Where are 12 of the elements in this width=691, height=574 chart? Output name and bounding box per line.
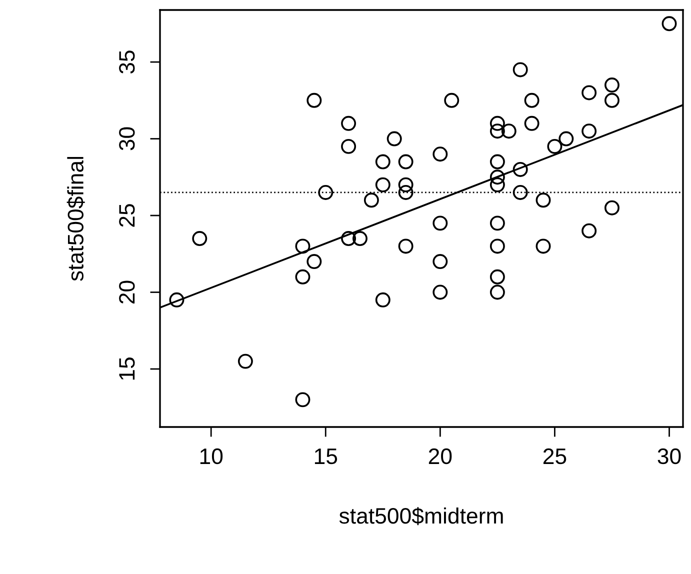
y-axis-title: stat500$final xyxy=(66,156,85,281)
y-tick-label: 20 xyxy=(119,280,135,304)
x-tick-label: 15 xyxy=(314,448,338,464)
x-tick-label: 30 xyxy=(658,448,681,464)
x-tick-label: 20 xyxy=(428,448,452,464)
y-tick-label: 15 xyxy=(119,358,135,380)
y-tick-label: 35 xyxy=(119,50,135,74)
x-axis-title: stat500$midterm xyxy=(339,507,503,526)
x-tick-label: 10 xyxy=(200,448,223,464)
x-tick-label: 25 xyxy=(543,448,566,464)
y-tick-label: 25 xyxy=(119,204,135,227)
y-tick-label: 30 xyxy=(119,127,135,150)
